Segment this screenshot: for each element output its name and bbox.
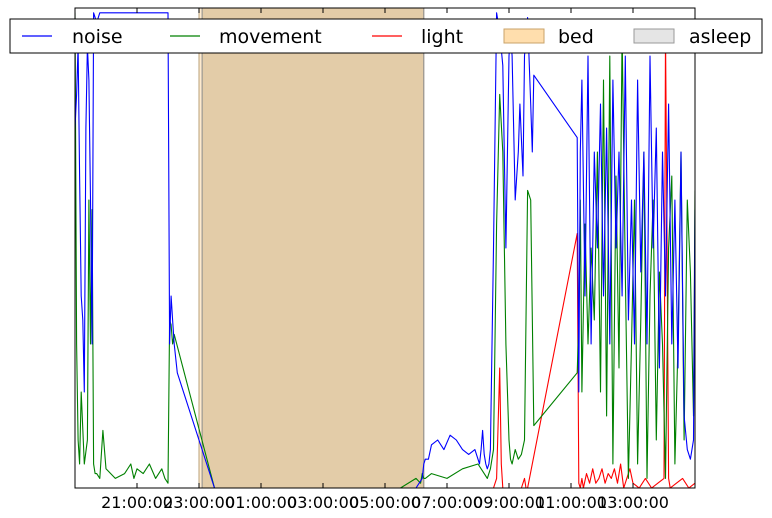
x-tick-label: 13:00:00 <box>597 493 669 512</box>
x-tick-label: 23:00:00 <box>163 493 235 512</box>
x-tick-label: 07:00:00 <box>411 493 483 512</box>
noise-series-line <box>75 12 695 488</box>
bed-legend-label: bed <box>558 26 594 48</box>
movement-legend-label: movement <box>219 26 322 48</box>
noise-legend-label: noise <box>72 26 123 48</box>
x-tick-label: 21:00:00 <box>101 493 173 512</box>
x-tick-label: 09:00:00 <box>473 493 545 512</box>
x-tick-label: 05:00:00 <box>349 493 421 512</box>
bed-legend-swatch <box>503 28 545 44</box>
light-legend-label: light <box>421 26 463 48</box>
asleep-legend-label: asleep <box>689 26 751 48</box>
x-tick-label: 01:00:00 <box>225 493 297 512</box>
x-tick-label: 11:00:00 <box>535 493 607 512</box>
x-tick-label: 03:00:00 <box>287 493 359 512</box>
asleep-legend-swatch <box>633 28 675 44</box>
asleep-span <box>201 8 425 488</box>
